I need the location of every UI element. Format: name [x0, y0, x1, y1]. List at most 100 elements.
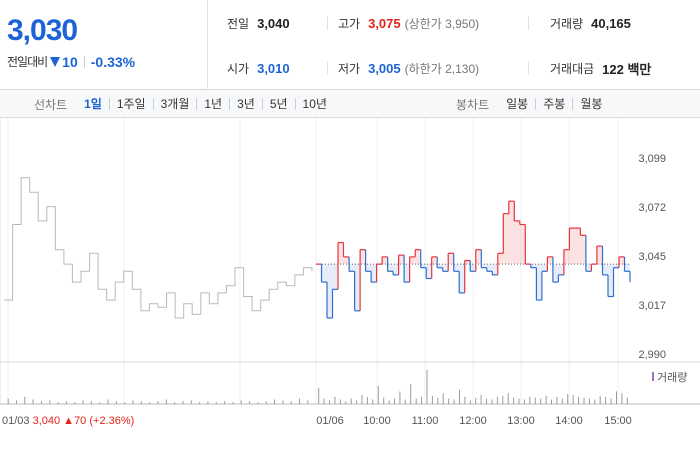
area-segment: [398, 255, 405, 265]
stat-low: 저가 3,005 (하한가 2,130): [338, 59, 479, 77]
volume-legend-swatch: [652, 372, 654, 381]
area-segment: [475, 249, 482, 265]
stat-label: 저가: [338, 61, 361, 76]
volume-legend: 거래량: [657, 371, 687, 384]
line-chart-label: 선차트: [34, 97, 68, 112]
area-segment: [332, 264, 338, 290]
area-segment: [514, 220, 520, 265]
area-segment: [608, 264, 614, 297]
area-segment: [321, 264, 327, 283]
period-3y[interactable]: 3년: [229, 98, 262, 110]
area-segment: [409, 256, 416, 265]
y-tick-label: 3,099: [638, 153, 666, 165]
area-segment: [497, 253, 504, 265]
area-segment: [426, 264, 432, 279]
area-segment: [486, 264, 493, 272]
area-segment: [530, 264, 537, 268]
area-segment: [503, 213, 509, 264]
stat-prev-close: 전일 3,040: [227, 14, 290, 32]
area-segment: [382, 256, 388, 265]
stats-panel: 전일 3,040 시가 3,010 고가 3,075 (상한가 3,950) 저…: [208, 0, 700, 90]
area-segment: [558, 264, 564, 275]
area-segment: [519, 224, 526, 265]
area-segment: [624, 264, 630, 272]
area-segment: [508, 201, 515, 265]
divider: [528, 16, 529, 30]
candle-chart-label: 봉차트: [456, 97, 490, 112]
current-price: 3,030: [7, 14, 78, 47]
period-5y[interactable]: 5년: [261, 98, 295, 110]
area-segment: [613, 264, 619, 268]
area-segment: [464, 260, 471, 265]
x-tick-label: 14:00: [555, 415, 583, 427]
stat-label: 시가: [227, 61, 250, 76]
area-segment: [442, 264, 449, 272]
lower-limit: (하한가 2,130): [404, 61, 480, 76]
x-tick-label: 11:00: [412, 415, 439, 427]
stat-turnover: 거래대금 122 백만: [550, 59, 651, 77]
area-segment: [354, 264, 361, 311]
stat-high: 고가 3,075 (상한가 3,950): [338, 14, 479, 32]
area-segment: [569, 228, 575, 265]
x-tick-label: 01/06: [316, 415, 344, 427]
area-segment: [404, 264, 410, 283]
x-tick-label: 15:00: [604, 415, 632, 427]
area-segment: [387, 264, 394, 272]
area-segment: [580, 235, 586, 265]
area-segment: [552, 264, 559, 283]
prev-day-info: 01/03 3,040 ▲70 (+2.36%): [2, 415, 134, 427]
candle-chart-periods: 봉차트 일봉 주봉 월봉: [456, 90, 609, 118]
area-segment: [602, 264, 608, 275]
y-tick-label: 3,045: [638, 251, 666, 263]
stat-label: 거래량: [550, 16, 584, 31]
stat-value: 3,040: [257, 15, 290, 31]
candle-monthly[interactable]: 월봉: [572, 98, 609, 110]
y-tick-label: 3,017: [638, 300, 666, 312]
divider: [528, 61, 529, 75]
area-segment: [338, 242, 344, 265]
price-chart: 3,099 3,072 3,045 3,017 2,990 거래량 01/06 10:00 11…: [0, 118, 700, 450]
divider: [327, 61, 328, 75]
stat-label: 고가: [338, 16, 361, 31]
divider: [327, 16, 328, 30]
down-triangle-icon: [50, 56, 61, 67]
area-segment: [459, 264, 465, 293]
y-tick-label: 3,072: [638, 202, 666, 214]
area-segment: [619, 256, 625, 265]
quote-header: 3,030 전일대비 10 -0.33% 전일 3,040 시가 3,010 고…: [0, 0, 700, 90]
area-segment: [453, 264, 460, 272]
change-row: 전일대비 10 -0.33%: [7, 53, 135, 70]
period-10y[interactable]: 10년: [294, 98, 334, 110]
area-segment: [360, 249, 366, 265]
area-segment: [481, 264, 487, 268]
area-segment: [371, 264, 377, 283]
area-segment: [574, 228, 581, 265]
area-segment: [448, 253, 454, 265]
divider: [83, 55, 85, 68]
stat-value: 40,165: [591, 15, 631, 31]
line-chart-periods: 선차트 1일 1주일 3개월 1년 3년 5년 10년: [34, 90, 334, 118]
chart-canvas: 3,099 3,072 3,045 3,017 2,990 거래량 01/06 10:00 11…: [0, 118, 700, 427]
area-segment: [365, 264, 372, 272]
candle-weekly[interactable]: 주봉: [535, 98, 572, 110]
period-1w[interactable]: 1주일: [108, 98, 153, 110]
area-segment: [563, 249, 570, 265]
area-segment: [470, 264, 476, 272]
area-segment: [349, 264, 355, 272]
price-summary: 3,030 전일대비 10 -0.33%: [0, 0, 208, 90]
period-3m[interactable]: 3개월: [152, 98, 197, 110]
prev-day-line: [4, 177, 313, 319]
x-tick-label: 13:00: [507, 415, 535, 427]
area-segment: [420, 264, 427, 268]
x-tick-label: 12:00: [459, 415, 487, 427]
stat-label: 거래대금: [550, 61, 595, 76]
upper-limit: (상한가 3,950): [404, 16, 480, 31]
period-1y[interactable]: 1년: [196, 98, 229, 110]
candle-daily[interactable]: 일봉: [506, 97, 529, 111]
period-1d[interactable]: 1일: [84, 97, 102, 111]
stat-value: 3,075: [368, 15, 401, 31]
area-segment: [415, 249, 421, 265]
area-segment: [431, 256, 438, 265]
area-segment: [585, 264, 592, 272]
x-tick-label: 10:00: [363, 415, 391, 427]
